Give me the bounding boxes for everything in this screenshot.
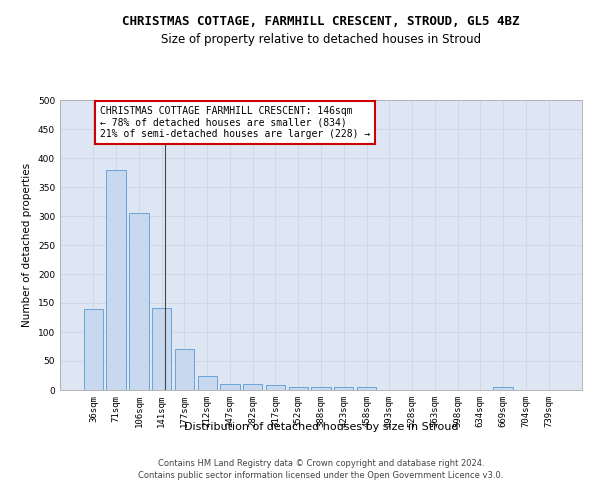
Bar xyxy=(129,213,149,390)
Bar xyxy=(334,387,353,390)
Bar xyxy=(175,350,194,390)
Text: CHRISTMAS COTTAGE FARMHILL CRESCENT: 146sqm
← 78% of detached houses are smaller: CHRISTMAS COTTAGE FARMHILL CRESCENT: 146… xyxy=(100,106,370,139)
Bar xyxy=(493,387,513,390)
Bar xyxy=(289,387,308,390)
Bar xyxy=(106,170,126,390)
Bar xyxy=(243,384,262,390)
Bar xyxy=(197,376,217,390)
Text: CHRISTMAS COTTAGE, FARMHILL CRESCENT, STROUD, GL5 4BZ: CHRISTMAS COTTAGE, FARMHILL CRESCENT, ST… xyxy=(122,15,520,28)
Bar xyxy=(220,384,239,390)
Bar xyxy=(84,309,103,390)
Bar xyxy=(357,387,376,390)
Bar xyxy=(266,386,285,390)
Bar xyxy=(152,308,172,390)
Text: Distribution of detached houses by size in Stroud: Distribution of detached houses by size … xyxy=(184,422,458,432)
Bar xyxy=(311,387,331,390)
Text: Contains HM Land Registry data © Crown copyright and database right 2024.
Contai: Contains HM Land Registry data © Crown c… xyxy=(139,458,503,480)
Y-axis label: Number of detached properties: Number of detached properties xyxy=(22,163,32,327)
Text: Size of property relative to detached houses in Stroud: Size of property relative to detached ho… xyxy=(161,32,481,46)
